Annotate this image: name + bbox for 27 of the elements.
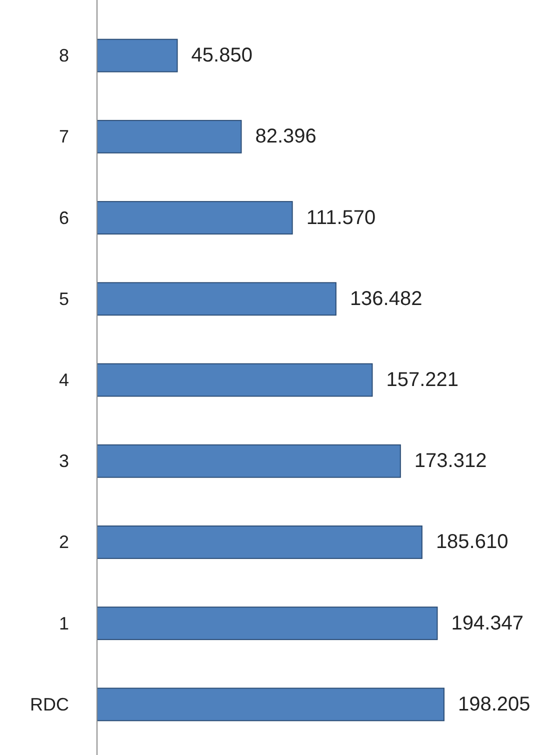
bar xyxy=(96,363,373,397)
y-tick-label: 4 xyxy=(58,370,69,390)
y-tick-label: 7 xyxy=(58,126,69,147)
bar xyxy=(96,282,336,316)
data-label: 111.570 xyxy=(306,206,376,229)
bar xyxy=(96,120,242,154)
y-tick-label: 6 xyxy=(58,208,69,228)
data-label: 185.610 xyxy=(436,531,508,554)
data-label: 82.396 xyxy=(255,126,316,148)
y-tick-label: 1 xyxy=(58,613,69,634)
y-tick-label: 8 xyxy=(58,46,69,66)
bar xyxy=(96,201,293,234)
data-label: 136.482 xyxy=(350,288,422,310)
bar xyxy=(96,38,178,72)
data-label: 194.347 xyxy=(451,612,524,634)
bar xyxy=(96,688,444,722)
bar xyxy=(96,526,422,559)
data-label: 173.312 xyxy=(414,450,487,472)
data-label: 45.850 xyxy=(191,44,252,67)
bar xyxy=(96,606,438,640)
y-tick-label: 5 xyxy=(58,288,69,309)
data-label: 157.221 xyxy=(386,369,459,391)
y-tick-label: RDC xyxy=(30,694,69,714)
data-label: 198.205 xyxy=(458,693,530,716)
bar xyxy=(96,444,401,478)
y-tick-label: 2 xyxy=(58,532,69,552)
y-tick-label: 3 xyxy=(58,451,69,472)
